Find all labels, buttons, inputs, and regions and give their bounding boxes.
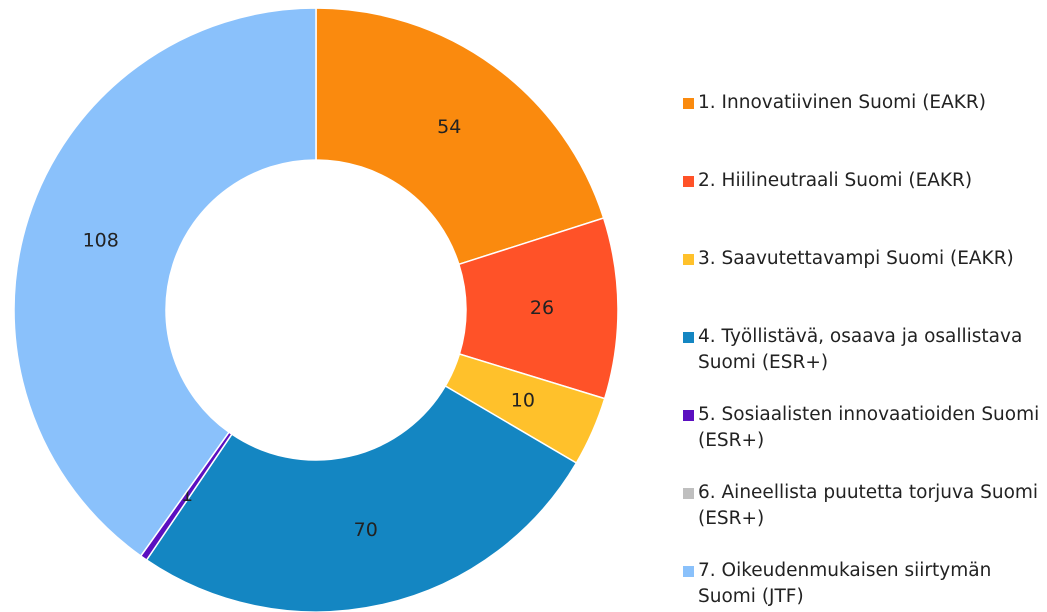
data-label: 26 [530, 297, 554, 319]
data-label: 54 [437, 116, 461, 138]
data-label: 10 [511, 390, 535, 412]
legend-item: 2. Hiilineutraali Suomi (EAKR) [683, 168, 1043, 194]
legend-swatch [683, 98, 694, 109]
legend-item: 3. Saavutettavampi Suomi (EAKR) [683, 246, 1043, 272]
legend-swatch [683, 566, 694, 577]
legend-item: 1. Innovatiivinen Suomi (EAKR) [683, 90, 1043, 116]
slice [13, 7, 317, 558]
legend-item: 4. Työllistävä, osaava ja osallistava Su… [683, 324, 1043, 376]
legend-label: 1. Innovatiivinen Suomi (EAKR) [698, 92, 986, 113]
legend-swatch [683, 488, 694, 499]
legend-label: 5. Sosiaalisten innovaatioiden Suomi (ES… [698, 404, 1040, 451]
data-label: 108 [83, 230, 119, 252]
legend-swatch [683, 332, 694, 343]
legend-item: 7. Oikeudenmukaisen siirtymän Suomi (JTF… [683, 558, 1043, 610]
legend-label: 3. Saavutettavampi Suomi (EAKR) [698, 248, 1014, 269]
legend-swatch [683, 254, 694, 265]
legend-item: 5. Sosiaalisten innovaatioiden Suomi (ES… [683, 402, 1043, 454]
slice [145, 384, 578, 612]
legend-item: 6. Aineellista puutetta torjuva Suomi (E… [683, 480, 1043, 532]
legend-label: 7. Oikeudenmukaisen siirtymän Suomi (JTF… [698, 560, 992, 607]
legend-label: 2. Hiilineutraali Suomi (EAKR) [698, 170, 973, 191]
legend-label: 4. Työllistävä, osaava ja osallistava Su… [698, 326, 1023, 373]
slice [315, 7, 605, 266]
data-label: 70 [354, 519, 378, 541]
legend-label: 6. Aineellista puutetta torjuva Suomi (E… [698, 482, 1039, 529]
legend-swatch [683, 410, 694, 421]
legend-swatch [683, 176, 694, 187]
